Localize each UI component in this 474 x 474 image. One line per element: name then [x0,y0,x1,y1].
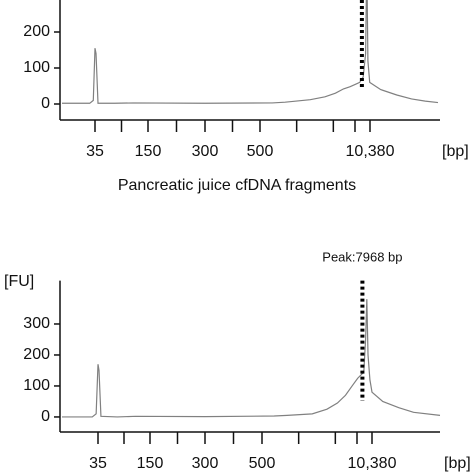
trace [62,299,441,418]
y-tick-label: 100 [23,59,50,76]
y-tick-label: 0 [41,95,50,112]
x-tick-label: 10,380 [348,455,397,472]
y-tick-label: 0 [41,408,50,425]
x-tick-label: 300 [192,143,219,160]
x-unit: [bp] [442,143,469,160]
trace [62,0,439,104]
caption: Pancreatic juice cfDNA fragments [118,177,356,194]
y-tick-label: 200 [23,346,50,363]
y-tick-label: 300 [23,0,50,4]
y-label: [FU] [4,273,34,290]
x-tick-label: 500 [249,455,276,472]
x-tick-label: 10,380 [346,143,395,160]
y-tick-label: 200 [23,23,50,40]
x-tick-label: 300 [192,455,219,472]
y-tick-label: 300 [23,315,50,332]
x-unit: [bp] [444,455,471,472]
x-tick-label: 35 [86,143,104,160]
x-tick-label: 500 [247,143,274,160]
peak-annotation: Peak:7968 bp [322,249,402,264]
x-tick-label: 150 [135,143,162,160]
x-tick-label: 35 [89,455,107,472]
y-tick-label: 100 [23,377,50,394]
x-tick-label: 150 [137,455,164,472]
